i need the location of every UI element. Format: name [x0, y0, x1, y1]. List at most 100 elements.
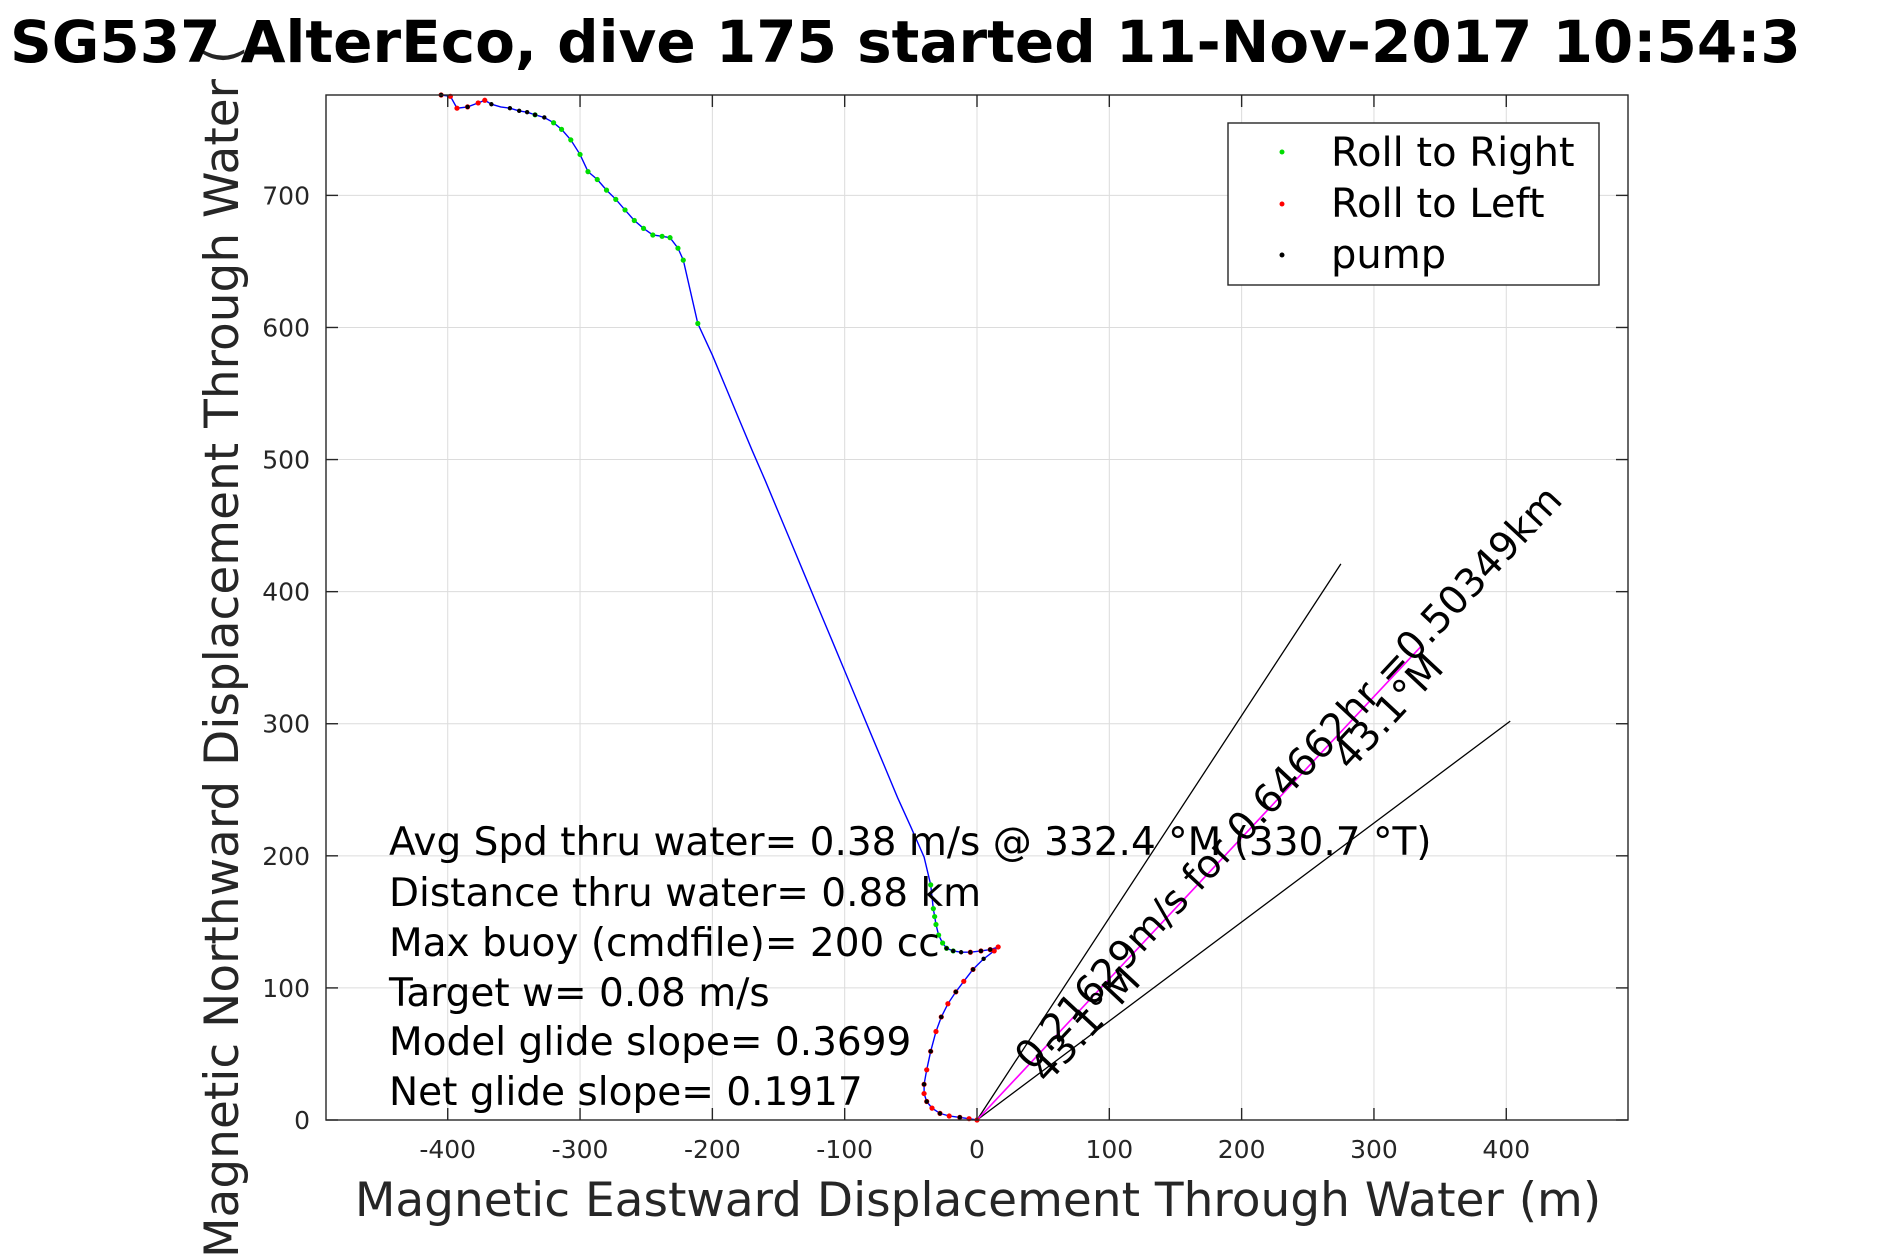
- roll-left-point: [924, 1067, 930, 1073]
- roll-right-point: [594, 176, 600, 183]
- roll-right-point: [667, 235, 673, 241]
- pump-point: [988, 947, 993, 952]
- pump-point: [928, 1049, 933, 1054]
- info-annotations: Avg Spd thru water= 0.38 m/s @ 332.4 °M …: [388, 820, 1432, 1115]
- roll-left-point: [933, 1028, 939, 1035]
- roll-right-point: [680, 257, 686, 263]
- x-tick-label: -100: [816, 1135, 873, 1164]
- legend-roll-right-marker: [1279, 149, 1285, 155]
- legend-pump-marker: [1279, 252, 1285, 258]
- pump-point: [978, 948, 984, 954]
- info-net-glide: Net glide slope= 0.1917: [389, 1070, 863, 1115]
- y-axis-title: Magnetic Northward Displacement Through …: [195, 46, 250, 1258]
- y-tick-label: 200: [262, 842, 310, 871]
- x-tick-label: -400: [419, 1135, 476, 1164]
- legend-roll-left-marker: [1279, 201, 1285, 207]
- roll-right-point: [928, 882, 934, 888]
- roll-right-point: [936, 932, 942, 938]
- legend-roll-left: Roll to Left: [1331, 181, 1545, 227]
- roll-right-point: [695, 320, 701, 327]
- roll-right-point: [613, 196, 619, 202]
- x-tick-label: 200: [1218, 1135, 1266, 1164]
- pump-point: [939, 1014, 944, 1020]
- info-avg-speed: Avg Spd thru water= 0.38 m/s @ 332.4 °M …: [389, 820, 1432, 865]
- pump-point: [953, 989, 959, 995]
- pump-point: [981, 956, 986, 962]
- roll-right-point: [933, 921, 939, 928]
- roll-right-point: [939, 940, 946, 946]
- y-tick-label: 100: [262, 974, 310, 1003]
- roll-left-point: [995, 944, 1001, 950]
- roll-right-point: [930, 906, 936, 912]
- x-tick-label: 100: [1085, 1135, 1133, 1164]
- y-tick-label: 700: [262, 181, 310, 210]
- x-axis-title: Magnetic Eastward Displacement Through W…: [355, 1173, 1601, 1228]
- roll-left-point: [475, 100, 481, 106]
- marker-layer: [438, 92, 1001, 1123]
- x-tick-label: -300: [552, 1135, 609, 1164]
- wedge-line: [976, 720, 1511, 1121]
- y-tick-label: 0: [294, 1106, 310, 1135]
- roll-right-point: [585, 169, 591, 175]
- pump-point: [507, 106, 513, 111]
- roll-left-point: [482, 97, 488, 103]
- pump-point: [465, 104, 470, 110]
- roll-right-point: [577, 151, 583, 158]
- pump-point: [970, 967, 976, 972]
- roll-right-point: [622, 207, 628, 213]
- roll-left-point: [921, 1090, 927, 1097]
- info-target-w: Target w= 0.08 m/s: [388, 971, 770, 1016]
- tick-marks: [326, 95, 1628, 1121]
- legend-roll-right: Roll to Right: [1331, 130, 1575, 176]
- pump-point: [516, 108, 522, 114]
- roll-right-point: [603, 187, 610, 193]
- pump-point: [524, 109, 530, 115]
- roll-right-point: [640, 225, 647, 232]
- pump-point: [958, 950, 964, 955]
- legend-pump: pump: [1331, 232, 1446, 278]
- info-distance: Distance thru water= 0.88 km: [389, 871, 981, 916]
- y-tick-label: 400: [262, 578, 310, 607]
- pump-point: [489, 102, 494, 107]
- info-max-buoy: Max buoy (cmdfile)= 200 cc: [389, 921, 940, 966]
- pump-point: [542, 115, 547, 120]
- roll-left-point: [946, 1113, 952, 1119]
- roll-left-point: [945, 1001, 951, 1007]
- y-tick-label: 600: [262, 313, 310, 342]
- y-tick-labels: 0 100 200 300 400 500 600 700: [262, 181, 310, 1135]
- pump-point: [950, 948, 956, 954]
- pump-point: [921, 1082, 927, 1087]
- roll-right-point: [659, 233, 665, 239]
- roll-right-point: [675, 245, 681, 251]
- y-tick-label: 500: [262, 446, 310, 475]
- roll-left-point: [929, 1105, 935, 1111]
- roll-right-point: [631, 217, 637, 224]
- chart-title: SG537 AlterEco, dive 175 started 11-Nov-…: [10, 8, 1801, 76]
- x-tick-label: 300: [1350, 1135, 1398, 1164]
- pump-point: [957, 1115, 962, 1120]
- x-tick-label: 400: [1482, 1135, 1530, 1164]
- x-tick-label: 0: [969, 1135, 985, 1164]
- roll-right-point: [932, 913, 938, 920]
- heading-wedge: [976, 563, 1511, 1121]
- roll-left-point: [961, 978, 967, 984]
- pump-point: [532, 112, 538, 118]
- x-tick-label: -200: [684, 1135, 741, 1164]
- pump-point: [924, 1099, 929, 1104]
- pump-point: [944, 946, 949, 951]
- roll-right-point: [550, 120, 557, 126]
- roll-left-point: [991, 948, 997, 954]
- roll-left-point: [454, 105, 460, 111]
- pump-point: [937, 1111, 943, 1116]
- roll-right-point: [558, 126, 565, 132]
- roll-right-point: [568, 137, 574, 143]
- legend: Roll to Right Roll to Left pump: [1227, 122, 1600, 286]
- heading-line: [976, 645, 1423, 1121]
- wedge-line: [976, 563, 1342, 1121]
- info-model-glide: Model glide slope= 0.3699: [389, 1020, 911, 1065]
- roll-right-point: [650, 232, 656, 238]
- y-tick-label: 300: [262, 710, 310, 739]
- x-tick-labels: -400 -300 -200 -100 0 100 200 300 400: [419, 1135, 1530, 1164]
- legend-box: [1227, 122, 1600, 286]
